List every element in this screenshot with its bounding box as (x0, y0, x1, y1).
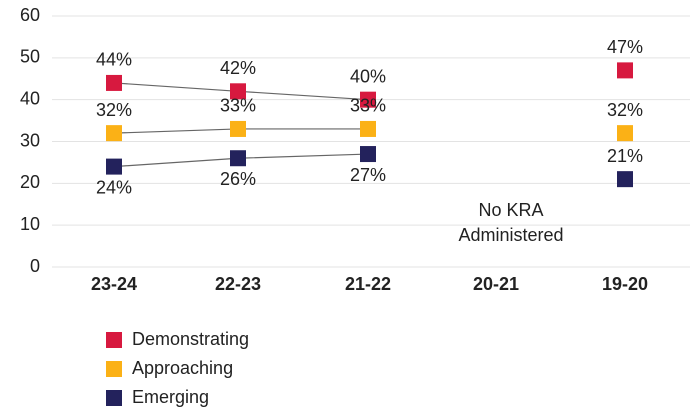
legend-swatch (106, 332, 122, 348)
data-label: 32% (607, 100, 643, 120)
y-tick-label: 50 (20, 47, 40, 67)
data-label: 24% (96, 177, 132, 197)
marker (106, 125, 122, 142)
annotation: No KRA Administered (458, 200, 564, 245)
marker (106, 158, 122, 175)
data-label: 33% (220, 96, 256, 116)
marker (617, 125, 633, 142)
legend-label: Demonstrating (132, 329, 249, 349)
data-label: 47% (607, 37, 643, 57)
legend-label: Approaching (132, 358, 233, 378)
y-tick-label: 30 (20, 130, 40, 150)
marker (230, 120, 246, 137)
x-tick-label: 19-20 (602, 274, 648, 294)
legend-swatch (106, 390, 122, 406)
y-tick-label: 0 (30, 256, 40, 276)
data-label: 44% (96, 50, 132, 70)
y-tick-label: 60 (20, 5, 40, 25)
data-label: 26% (220, 169, 256, 189)
legend-label: Emerging (132, 387, 209, 407)
marker (360, 91, 376, 108)
marker (360, 146, 376, 163)
data-label: 33% (350, 96, 386, 116)
y-tick-label: 10 (20, 214, 40, 234)
x-tick-label: 22-23 (215, 274, 261, 294)
x-tick-label: 21-22 (345, 274, 391, 294)
data-label: 32% (96, 100, 132, 120)
marker (360, 120, 376, 137)
data-label: 40% (350, 66, 386, 86)
legend-swatch (106, 361, 122, 377)
y-tick-label: 20 (20, 172, 40, 192)
data-label: 27% (350, 165, 386, 185)
y-tick-label: 40 (20, 88, 40, 108)
marker (106, 74, 122, 91)
marker (617, 171, 633, 188)
x-tick-label: 23-24 (91, 274, 137, 294)
marker (230, 83, 246, 100)
data-label: 21% (607, 146, 643, 166)
data-label: 42% (220, 58, 256, 78)
marker (617, 62, 633, 79)
x-tick-label: 20-21 (473, 274, 519, 294)
marker (230, 150, 246, 167)
